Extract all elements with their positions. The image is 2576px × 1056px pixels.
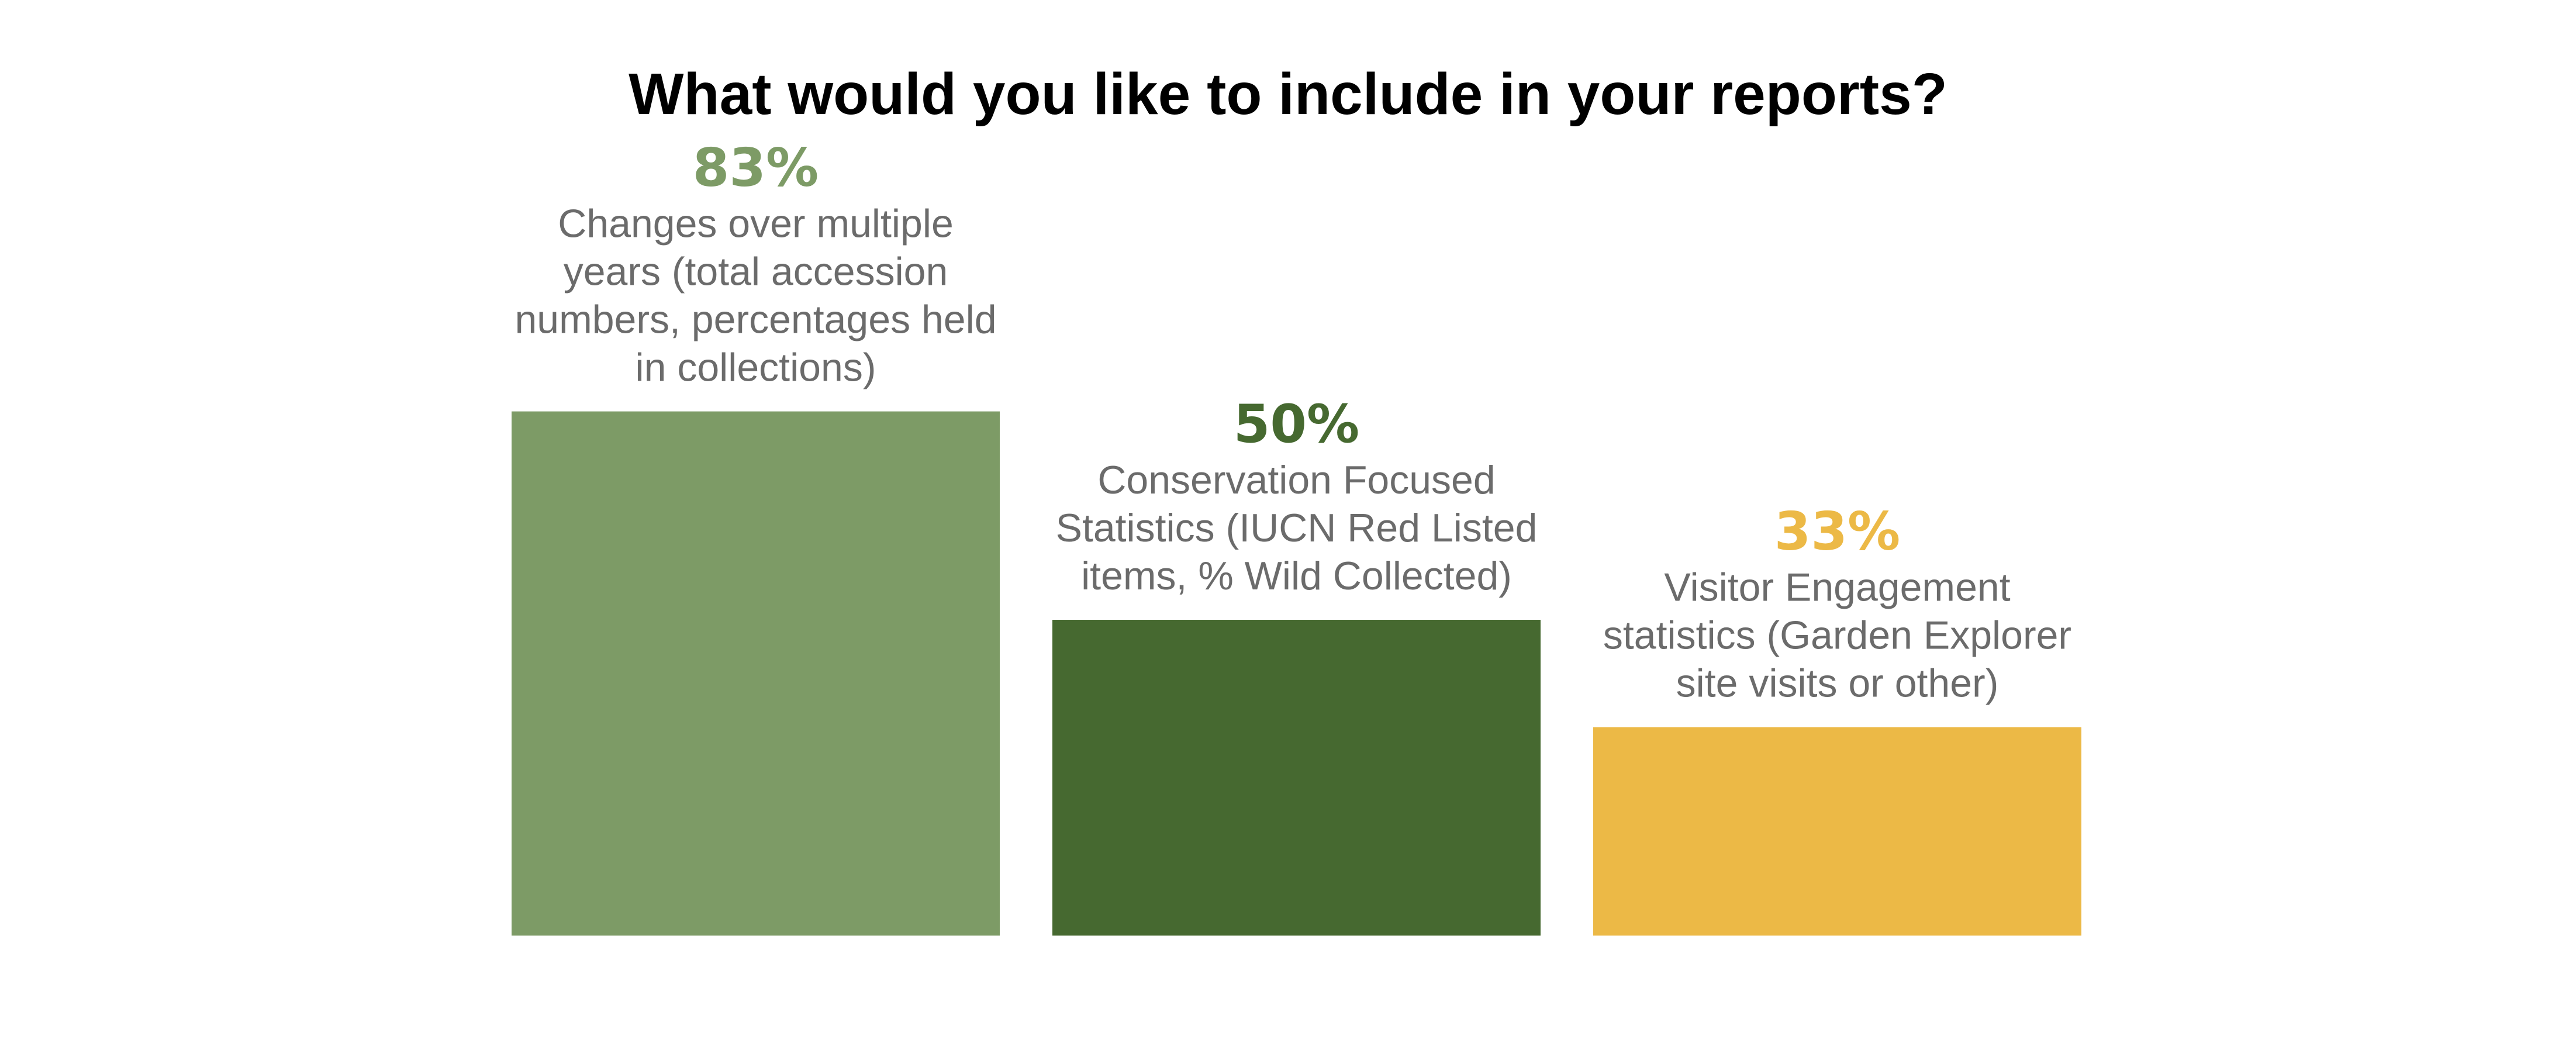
category-label-2-line-3: items, % Wild Collected) (1081, 554, 1512, 598)
category-label-1-line-4: in collections) (636, 346, 876, 390)
category-label-1-line-2: years (total accession (564, 250, 948, 294)
bar-2 (1052, 620, 1541, 936)
value-label-2: 50% (1234, 394, 1359, 455)
category-label-1-line-1: Changes over multiple (558, 202, 954, 246)
category-label-1-line-3: numbers, percentages held (514, 298, 996, 342)
chart-title: What would you like to include in your r… (629, 61, 1947, 127)
bar-1 (512, 411, 1000, 936)
bar-3 (1593, 727, 2081, 936)
value-label-3: 33% (1774, 501, 1900, 562)
category-label-3-line-3: site visits or other) (1676, 661, 1999, 706)
category-label-2-line-1: Conservation Focused (1097, 458, 1495, 502)
category-label-3-line-1: Visitor Engagement (1664, 565, 2010, 610)
category-label-2-line-2: Statistics (IUCN Red Listed (1056, 506, 1538, 550)
category-label-3-line-2: statistics (Garden Explorer (1603, 613, 2071, 658)
value-label-1: 83% (693, 137, 819, 199)
